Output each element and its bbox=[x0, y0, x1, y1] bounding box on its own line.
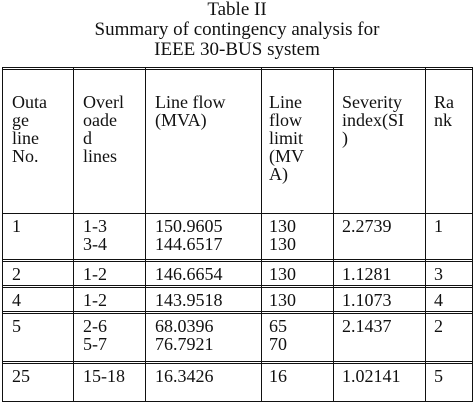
cell-line-flow: 143.9518 bbox=[155, 290, 223, 310]
header-rank: nk bbox=[434, 110, 452, 130]
cell-overloaded-lines: 1-3 bbox=[83, 216, 107, 236]
cell-severity-index: 2.1437 bbox=[342, 316, 392, 336]
cell-line-flow: 144.6517 bbox=[155, 234, 223, 254]
cell-rank: 2 bbox=[434, 316, 443, 336]
cell-flow-limit: 65 bbox=[269, 316, 287, 336]
cell-flow-limit: 130 bbox=[269, 216, 296, 236]
table-column-border bbox=[425, 67, 426, 402]
table-rule bbox=[2, 285, 472, 287]
cell-flow-limit: 130 bbox=[269, 234, 296, 254]
cell-rank: 1 bbox=[434, 216, 443, 236]
header-rank: Ra bbox=[434, 92, 454, 112]
table-rule bbox=[2, 69, 472, 71]
cell-overloaded-lines: 1-2 bbox=[83, 290, 107, 310]
cell-line-flow: 16.3426 bbox=[155, 366, 214, 386]
table-column-border bbox=[333, 67, 334, 402]
cell-outage-line: 5 bbox=[12, 316, 21, 336]
header-outage-line: No. bbox=[12, 146, 39, 166]
cell-rank: 3 bbox=[434, 264, 443, 284]
cell-overloaded-lines: 2-6 bbox=[83, 316, 107, 336]
cell-outage-line: 4 bbox=[12, 290, 21, 310]
table-rule bbox=[2, 213, 472, 215]
cell-line-flow: 146.6654 bbox=[155, 264, 223, 284]
header-flow-limit: A) bbox=[269, 164, 288, 184]
header-flow-limit: (MV bbox=[269, 146, 304, 166]
table-rule bbox=[2, 313, 472, 315]
table-rule bbox=[2, 287, 472, 289]
table-column-border bbox=[73, 67, 74, 402]
header-overloaded-lines: oade bbox=[83, 110, 117, 130]
cell-overloaded-lines: 15-18 bbox=[83, 366, 125, 386]
header-outage-line: Outa bbox=[12, 92, 47, 112]
cell-overloaded-lines: 5-7 bbox=[83, 334, 107, 354]
cell-outage-line: 1 bbox=[12, 216, 21, 236]
table-column-border bbox=[2, 67, 3, 402]
cell-severity-index: 1.1073 bbox=[342, 290, 392, 310]
table-column-border bbox=[261, 67, 262, 402]
table-rule bbox=[2, 363, 472, 365]
header-flow-limit: flow bbox=[269, 110, 302, 130]
cell-overloaded-lines: 3-4 bbox=[83, 234, 107, 254]
header-outage-line: ge bbox=[12, 110, 29, 130]
cell-flow-limit: 70 bbox=[269, 334, 287, 354]
cell-outage-line: 2 bbox=[12, 264, 21, 284]
cell-outage-line: 25 bbox=[12, 366, 30, 386]
table-column-border bbox=[145, 67, 146, 402]
header-severity-index: Severity bbox=[342, 92, 402, 112]
table-caption-line: IEEE 30-BUS system bbox=[154, 39, 320, 60]
cell-rank: 4 bbox=[434, 290, 443, 310]
header-overloaded-lines: d bbox=[83, 128, 92, 148]
header-line-flow: Line flow bbox=[155, 92, 226, 112]
cell-severity-index: 1.02141 bbox=[342, 366, 401, 386]
header-outage-line: line bbox=[12, 128, 39, 148]
cell-rank: 5 bbox=[434, 366, 443, 386]
header-line-flow: (MVA) bbox=[155, 110, 207, 130]
table-rule bbox=[2, 311, 472, 313]
table-rule bbox=[2, 261, 472, 263]
header-flow-limit: limit bbox=[269, 128, 304, 148]
cell-line-flow: 68.0396 bbox=[155, 316, 214, 336]
cell-line-flow: 150.9605 bbox=[155, 216, 223, 236]
cell-severity-index: 1.1281 bbox=[342, 264, 392, 284]
cell-overloaded-lines: 1-2 bbox=[83, 264, 107, 284]
cell-flow-limit: 130 bbox=[269, 290, 296, 310]
header-severity-index: index(SI bbox=[342, 110, 404, 130]
header-flow-limit: Line bbox=[269, 92, 302, 112]
header-severity-index: ) bbox=[342, 128, 348, 148]
table-title: Table II bbox=[207, 0, 267, 20]
table-caption-line: Summary of contingency analysis for bbox=[94, 19, 380, 40]
header-overloaded-lines: Overl bbox=[83, 92, 124, 112]
table-rule bbox=[2, 67, 472, 69]
cell-flow-limit: 16 bbox=[269, 366, 287, 386]
table-rule bbox=[2, 259, 472, 261]
cell-line-flow: 76.7921 bbox=[155, 334, 214, 354]
header-overloaded-lines: lines bbox=[83, 146, 117, 166]
table-rule bbox=[2, 361, 472, 363]
cell-flow-limit: 130 bbox=[269, 264, 296, 284]
table-column-border bbox=[472, 67, 473, 402]
cell-severity-index: 2.2739 bbox=[342, 216, 392, 236]
